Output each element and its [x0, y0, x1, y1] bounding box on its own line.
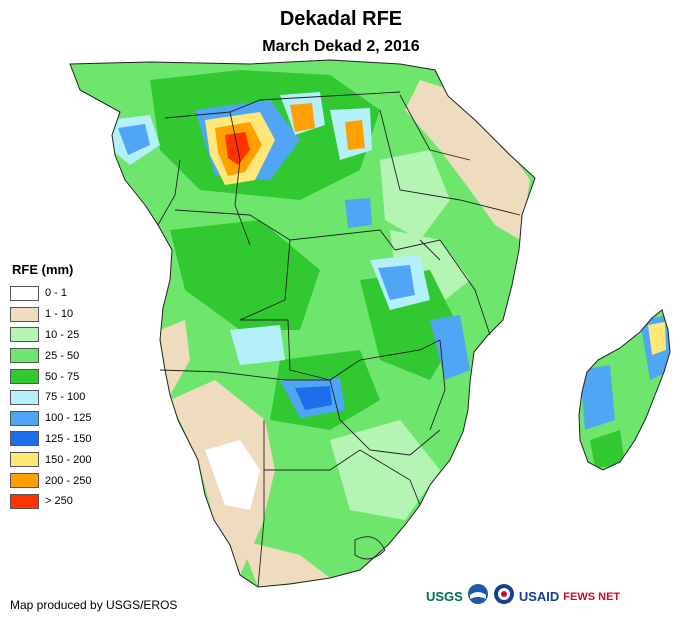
legend-label: 75 - 100: [45, 391, 86, 404]
legend-item: 75 - 100: [10, 387, 91, 408]
legend-label: 200 - 250: [45, 474, 92, 487]
legend-swatch: [10, 493, 39, 509]
logo-strip: USGS USAID FEWS NET: [426, 583, 620, 610]
legend: RFE (mm) 0 - 1 1 - 10 10 - 25 25 - 50 50 - 7…: [10, 262, 91, 512]
legend-title: RFE (mm): [12, 262, 74, 277]
legend-item: 150 - 200: [10, 449, 91, 470]
map-title: Dekadal RFE: [279, 8, 403, 30]
legend-label: 25 - 50: [45, 349, 80, 362]
legend-swatch: [10, 473, 39, 489]
madagascar: [578, 309, 671, 471]
noaa-logo-icon: [467, 583, 489, 610]
legend-label: 1 - 10: [45, 308, 74, 321]
legend-item: 0 - 1: [10, 283, 91, 304]
usgs-logo: USGS: [426, 589, 463, 604]
legend-label: 125 - 150: [45, 432, 92, 445]
legend-swatch: [10, 327, 39, 343]
legend-label: 10 - 25: [45, 328, 80, 341]
country-borders: [157, 91, 521, 588]
legend-swatch: [10, 410, 39, 426]
legend-swatch: [10, 389, 39, 405]
usaid-logo: USAID: [518, 589, 560, 604]
legend-label: 150 - 200: [45, 453, 92, 466]
map-subtitle: March Dekad 2, 2016: [262, 38, 420, 55]
legend-item: 125 - 150: [10, 429, 91, 450]
fewsnet-logo: FEWS NET: [563, 590, 621, 603]
legend-item: 50 - 75: [10, 366, 91, 387]
legend-label: 100 - 125: [45, 412, 92, 425]
legend-swatch: [10, 431, 39, 447]
legend-item: 100 - 125: [10, 408, 91, 429]
legend-swatch: [10, 369, 39, 385]
legend-label: 0 - 1: [45, 287, 68, 300]
legend-label: 50 - 75: [45, 370, 80, 383]
africa-mainland: [69, 59, 536, 588]
legend-swatch: [10, 348, 39, 364]
legend-swatch: [10, 306, 39, 322]
legend-item: > 250: [10, 491, 91, 512]
legend-swatch: [10, 285, 39, 301]
legend-label: > 250: [45, 495, 73, 508]
legend-item: 25 - 50: [10, 345, 91, 366]
map-credit: Map produced by USGS/EROS: [10, 598, 178, 612]
legend-swatch: [10, 452, 39, 468]
legend-item: 200 - 250: [10, 470, 91, 491]
legend-item: 1 - 10: [10, 304, 91, 325]
legend-item: 10 - 25: [10, 325, 91, 346]
usaid-seal-icon: [493, 583, 515, 610]
